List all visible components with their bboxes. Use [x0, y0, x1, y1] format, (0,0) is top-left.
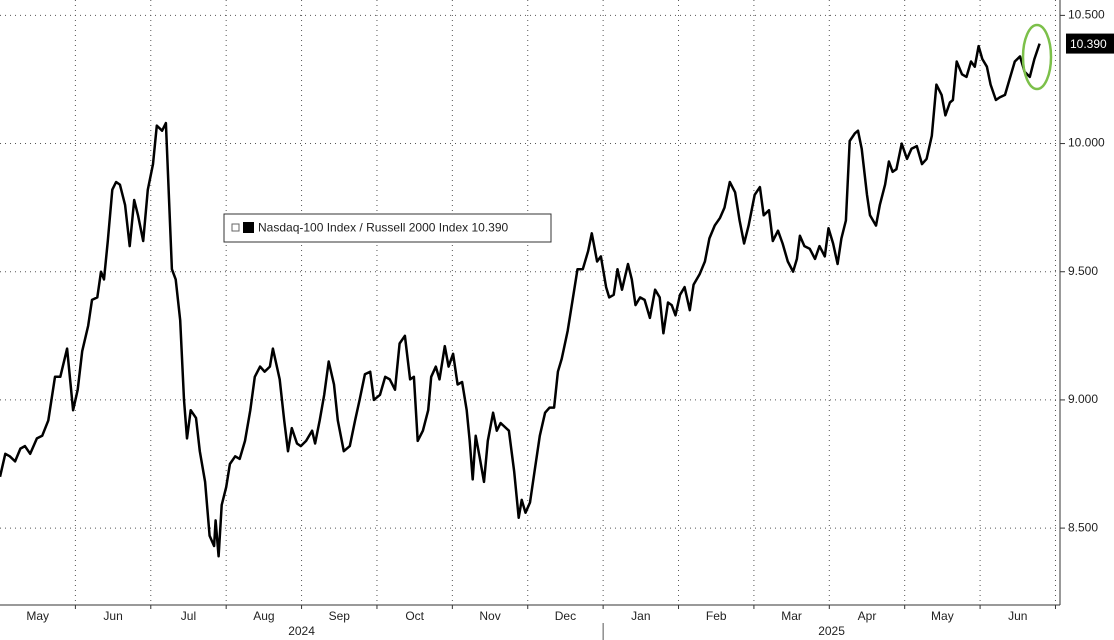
legend: Nasdaq-100 Index / Russell 2000 Index 10…	[223, 213, 552, 243]
x-tick-label: May	[931, 609, 954, 623]
current-value-tag	[1066, 33, 1114, 54]
x-tick-label: Oct	[405, 609, 424, 623]
y-tick-label: 8.500	[1068, 520, 1098, 534]
x-tick-label: Sep	[329, 609, 351, 623]
x-tick-label: Nov	[479, 609, 500, 623]
series-line	[0, 43, 1041, 558]
legend-expand-icon[interactable]	[231, 223, 240, 232]
x-tick-label: Jun	[1008, 609, 1027, 623]
x-tick-label: Apr	[858, 609, 877, 623]
year-label: 2024	[288, 624, 315, 638]
year-label: 2025	[818, 624, 845, 638]
highlight-ellipse	[1021, 23, 1053, 91]
legend-label: Nasdaq-100 Index / Russell 2000 Index 10…	[258, 221, 509, 235]
y-tick-label: 10.500	[1068, 8, 1105, 22]
x-tick-label: Aug	[253, 609, 274, 623]
legend-swatch	[243, 222, 254, 233]
x-tick-label: Jan	[631, 609, 650, 623]
x-tick-label: Mar	[781, 609, 802, 623]
grid-layer	[0, 0, 1060, 605]
current-value-label: 10.390	[1070, 37, 1107, 51]
marks-layer	[0, 43, 1041, 558]
y-tick-label: 9.000	[1068, 392, 1098, 406]
x-tick-label: Feb	[706, 609, 727, 623]
x-tick-label: May	[26, 609, 49, 623]
legend-box	[223, 213, 552, 243]
legend-series-name: Nasdaq-100 Index / Russell 2000 Index	[258, 221, 468, 235]
x-tick-label: Jul	[181, 609, 196, 623]
y-tick-label: 9.500	[1068, 264, 1098, 278]
x-tick-label: Dec	[555, 609, 576, 623]
x-tick-label: Jun	[103, 609, 122, 623]
y-tick-label: 10.000	[1068, 136, 1105, 150]
legend-value: 10.390	[471, 221, 508, 235]
